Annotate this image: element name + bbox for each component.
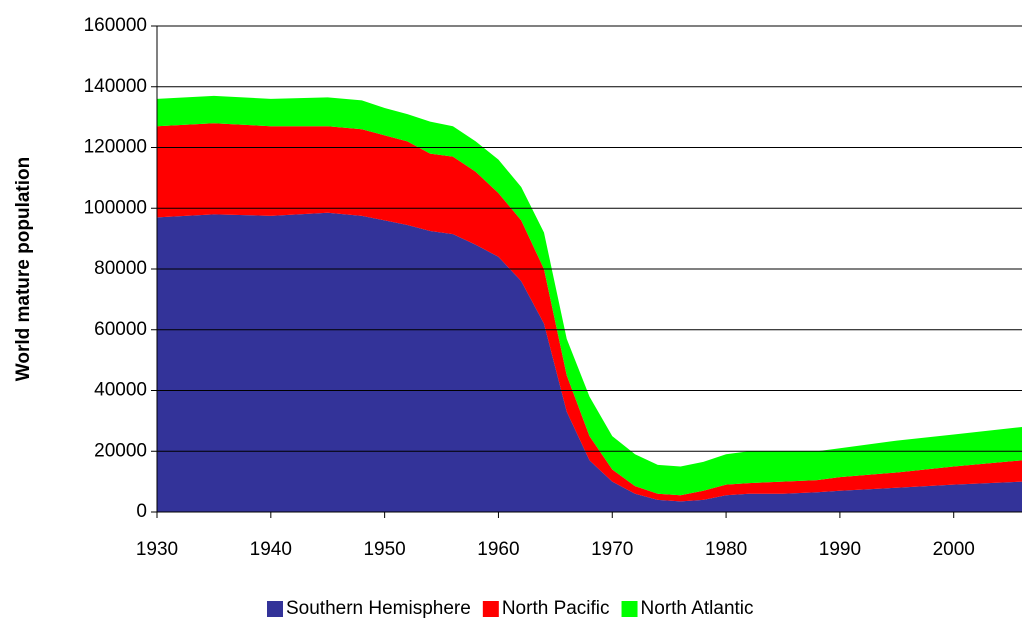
legend-label: North Atlantic [641,598,754,619]
x-tick-label: 1930 [136,539,178,560]
y-tick-label: 140000 [84,76,147,97]
x-tick-label: 1950 [363,539,405,560]
area [157,212,1022,512]
y-tick-label: 20000 [94,440,147,461]
legend-swatch [482,601,499,617]
x-tick-label: 2000 [933,539,975,560]
y-tick-label: 160000 [84,15,147,36]
y-tick-label: 80000 [94,258,147,279]
x-tick-label: 1970 [591,539,633,560]
x-tick-label: 1940 [250,539,292,560]
legend-swatch [621,601,638,617]
y-tick-label: 40000 [94,380,147,401]
legend-swatch [267,601,283,617]
area [157,123,1022,502]
x-tick-label: 1990 [819,539,861,560]
x-tick-label: 1980 [705,539,747,560]
area [157,95,1022,496]
y-axis-label: World mature population [13,157,34,381]
x-tick-label: 1960 [477,539,519,560]
y-tick-label: 60000 [94,319,147,340]
y-tick-label: 0 [136,501,147,522]
y-tick-label: 120000 [84,137,147,158]
legend-label: Southern Hemisphere [286,598,471,619]
y-tick-label: 100000 [84,197,147,218]
legend-label: North Pacific [502,598,610,619]
